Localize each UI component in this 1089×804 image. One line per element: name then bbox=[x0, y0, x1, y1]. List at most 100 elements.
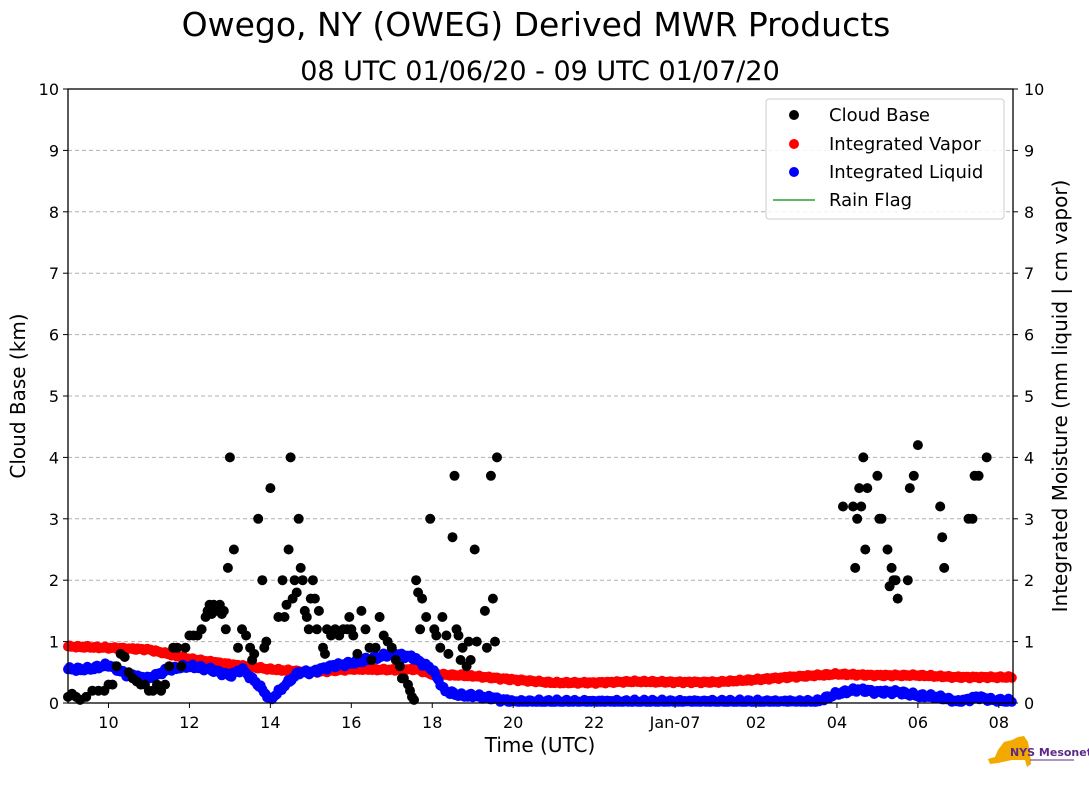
cloud-base-point bbox=[386, 642, 397, 653]
integrated-vapor-point bbox=[1006, 672, 1017, 683]
logo-text: NYS Mesonet bbox=[1010, 746, 1089, 759]
x-axis-label: Time (UTC) bbox=[484, 733, 596, 757]
x-tick-label: 14 bbox=[260, 713, 280, 732]
cloud-base-point bbox=[180, 642, 191, 653]
x-tick-label: 18 bbox=[422, 713, 442, 732]
legend-label-rain-flag: Rain Flag bbox=[829, 190, 912, 211]
cloud-base-point bbox=[417, 593, 428, 604]
cloud-base-point bbox=[457, 642, 468, 653]
y-right-tick-label: 10 bbox=[1024, 80, 1044, 99]
legend: Cloud Base Integrated Vapor Integrated L… bbox=[765, 98, 1005, 220]
y-left-tick-label: 7 bbox=[49, 264, 59, 283]
y-right-tick-label: 3 bbox=[1024, 510, 1034, 529]
y-left-tick-label: 1 bbox=[49, 633, 59, 652]
right-y-axis-label: Integrated Moisture (mm liquid | cm vapo… bbox=[1048, 180, 1072, 613]
cloud-base-point bbox=[886, 562, 897, 573]
legend-label-integrated-liquid: Integrated Liquid bbox=[829, 162, 983, 183]
cloud-base-point bbox=[872, 470, 883, 481]
cloud-base-point bbox=[293, 513, 304, 524]
cloud-base-point bbox=[366, 655, 377, 665]
cloud-base-point bbox=[415, 624, 426, 635]
y-right-tick-label: 7 bbox=[1024, 264, 1034, 283]
ny-state-icon bbox=[988, 736, 1031, 767]
y-left-tick-label: 8 bbox=[49, 203, 59, 222]
cloud-base-point bbox=[967, 513, 978, 524]
cloud-base-point bbox=[107, 679, 118, 690]
x-tick-label: 02 bbox=[746, 713, 766, 732]
cloud-base-point bbox=[301, 612, 312, 622]
x-tick-label: 04 bbox=[827, 713, 847, 732]
y-right-tick-label: 4 bbox=[1024, 448, 1034, 467]
cloud-base-point bbox=[453, 630, 464, 641]
cloud-base-point bbox=[935, 501, 946, 512]
cloud-base-point bbox=[850, 562, 861, 573]
cloud-base-point bbox=[261, 636, 272, 647]
y-left-tick-label: 6 bbox=[49, 326, 59, 345]
legend-box bbox=[765, 98, 1005, 220]
legend-marker-integrated-liquid bbox=[789, 167, 799, 177]
cloud-base-point bbox=[892, 593, 903, 604]
cloud-base-point bbox=[285, 452, 296, 463]
cloud-base-point bbox=[437, 612, 448, 622]
legend-label-cloud-base: Cloud Base bbox=[829, 105, 930, 126]
cloud-base-point bbox=[279, 612, 290, 622]
cloud-base-point bbox=[164, 661, 175, 672]
cloud-base-point bbox=[360, 624, 371, 635]
cloud-base-point bbox=[313, 605, 324, 616]
cloud-base-point bbox=[352, 648, 363, 659]
y-right-tick-label: 6 bbox=[1024, 326, 1034, 345]
cloud-base-point bbox=[283, 544, 294, 555]
cloud-base-point bbox=[356, 605, 367, 616]
cloud-base-point bbox=[465, 655, 476, 665]
cloud-base-point bbox=[447, 532, 458, 543]
legend-label-integrated-vapor: Integrated Vapor bbox=[829, 134, 981, 155]
cloud-base-point bbox=[348, 630, 359, 641]
cloud-base-point bbox=[876, 513, 887, 524]
y-right-tick-label: 5 bbox=[1024, 387, 1034, 406]
cloud-base-point bbox=[852, 513, 863, 524]
x-tick-label: Jan-07 bbox=[649, 713, 701, 732]
y-right-tick-label: 1 bbox=[1024, 633, 1034, 652]
nys-mesonet-logo: NYS Mesonet bbox=[988, 736, 1089, 767]
x-tick-label: 20 bbox=[503, 713, 523, 732]
cloud-base-point bbox=[902, 575, 913, 586]
cloud-base-point bbox=[297, 575, 308, 586]
x-tick-label: 22 bbox=[584, 713, 604, 732]
cloud-base-point bbox=[890, 575, 901, 586]
cloud-base-point bbox=[257, 575, 268, 586]
cloud-base-point bbox=[81, 691, 92, 702]
cloud-base-point bbox=[291, 587, 302, 598]
cloud-base-point bbox=[233, 642, 243, 653]
cloud-base-point bbox=[487, 593, 498, 604]
cloud-base-point bbox=[882, 544, 893, 555]
left-y-axis: 0 1 2 3 4 5 6 7 8 9 10 bbox=[39, 80, 68, 713]
cloud-base-point bbox=[281, 599, 292, 610]
cloud-base-point bbox=[449, 470, 460, 481]
cloud-base-point bbox=[981, 452, 992, 463]
cloud-base-point bbox=[394, 661, 405, 672]
cloud-base-point bbox=[176, 661, 187, 672]
cloud-base-point bbox=[471, 636, 482, 647]
cloud-base-point bbox=[196, 624, 207, 635]
cloud-base-point bbox=[858, 452, 869, 463]
cloud-base-point bbox=[374, 612, 385, 622]
cloud-base-point bbox=[481, 642, 492, 653]
cloud-base-point bbox=[344, 612, 355, 622]
x-tick-label: 10 bbox=[98, 713, 118, 732]
cloud-base-point bbox=[939, 562, 950, 573]
cloud-base-point bbox=[431, 630, 442, 641]
cloud-base-point bbox=[492, 452, 502, 463]
cloud-base-point bbox=[848, 501, 859, 512]
cloud-base-point bbox=[411, 575, 422, 586]
cloud-base-point bbox=[463, 636, 474, 647]
cloud-base-point bbox=[172, 642, 183, 653]
cloud-base-series bbox=[63, 440, 992, 705]
cloud-base-point bbox=[222, 562, 233, 573]
cloud-base-point bbox=[228, 544, 239, 555]
cloud-base-point bbox=[111, 661, 122, 672]
y-right-tick-label: 8 bbox=[1024, 203, 1034, 222]
cloud-base-point bbox=[119, 652, 130, 662]
y-left-tick-label: 4 bbox=[49, 448, 59, 467]
cloud-base-point bbox=[307, 575, 318, 586]
